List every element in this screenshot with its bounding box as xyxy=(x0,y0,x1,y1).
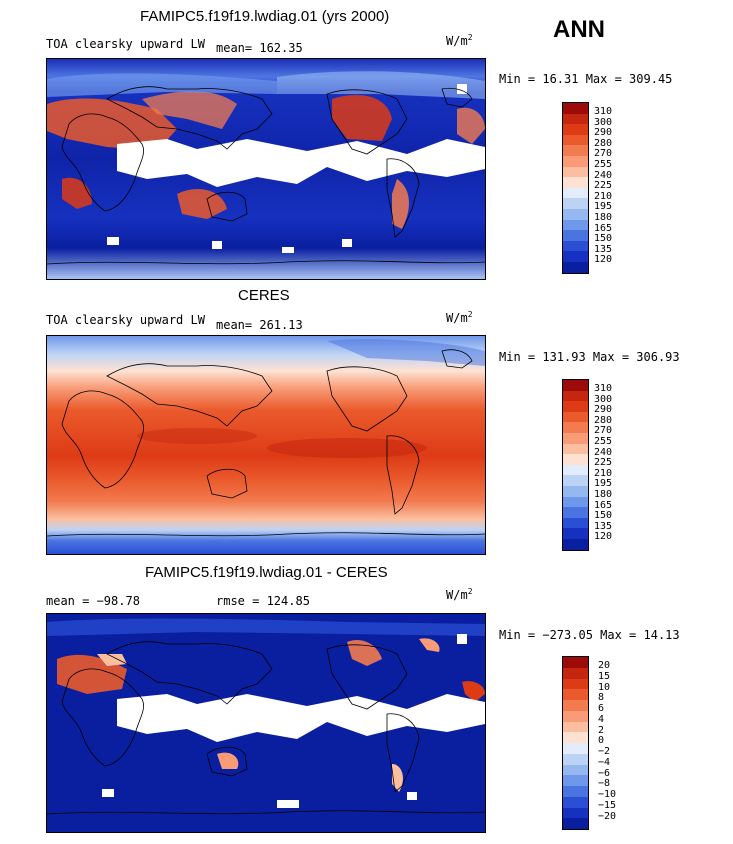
tick-label: 120 xyxy=(594,254,613,266)
panel2-mean: mean= 261.13 xyxy=(216,318,303,332)
tick-label: 120 xyxy=(594,531,613,543)
panel1-map xyxy=(46,58,486,280)
panel3-minmax: Min = −273.05 Max = 14.13 xyxy=(499,628,680,642)
tick-label: 4 xyxy=(598,713,605,725)
panel2-colorbar xyxy=(562,379,589,551)
season-label: ANN xyxy=(553,16,605,43)
tick-label: 255 xyxy=(594,158,613,170)
tick-label: 2 xyxy=(598,724,605,736)
tick-label: 135 xyxy=(594,243,613,255)
panel1-mean: mean= 162.35 xyxy=(216,41,303,55)
tick-label: 135 xyxy=(594,520,613,532)
tick-label: 225 xyxy=(594,457,613,469)
panel1-units: W/m2 xyxy=(446,33,473,48)
tick-label: −10 xyxy=(598,789,617,800)
tick-label: −15 xyxy=(598,799,617,811)
tick-label: 240 xyxy=(594,446,613,458)
tick-label: 8 xyxy=(598,692,605,704)
panel1-colorbar-labels: 310 300 290 280 270 255 240 225 210 195 … xyxy=(594,107,612,266)
panel2-variable: TOA clearsky upward LW xyxy=(46,313,205,327)
panel1-title: FAMIPC5.f19f19.lwdiag.01 (yrs 2000) xyxy=(140,8,390,25)
tick-label: 310 xyxy=(594,383,613,394)
panel3-colorbar-labels: 20 15 10 8 6 4 2 0 −2 −4 −6 −8 −10 −15 −… xyxy=(598,661,616,822)
tick-label: 255 xyxy=(594,435,613,447)
tick-label: 225 xyxy=(594,180,613,192)
tick-label: 180 xyxy=(594,488,613,500)
panel3-colorbar xyxy=(562,656,589,830)
tick-label: 10 xyxy=(598,681,611,693)
tick-label: 165 xyxy=(594,499,613,511)
tick-label: 15 xyxy=(598,670,611,682)
panel2-minmax: Min = 131.93 Max = 306.93 xyxy=(499,350,680,364)
panel2-title: CERES xyxy=(238,287,290,304)
tick-label: 0 xyxy=(598,735,605,747)
tick-label: 280 xyxy=(594,137,613,149)
tick-label: 180 xyxy=(594,211,613,223)
tick-label: 240 xyxy=(594,169,613,181)
panel2-map xyxy=(46,335,486,555)
tick-label: 300 xyxy=(594,393,613,405)
tick-label: −20 xyxy=(598,810,617,822)
panel2-units: W/m2 xyxy=(446,310,473,325)
tick-label: 20 xyxy=(598,660,611,671)
tick-label: 195 xyxy=(594,478,613,490)
panel3-title: FAMIPC5.f19f19.lwdiag.01 - CERES xyxy=(145,564,388,581)
tick-label: −8 xyxy=(598,778,611,790)
tick-label: −2 xyxy=(598,746,611,757)
tick-label: 195 xyxy=(594,201,613,213)
panel2-colorbar-labels: 310 300 290 280 270 255 240 225 210 195 … xyxy=(594,384,612,543)
tick-label: 290 xyxy=(594,127,613,139)
tick-label: 150 xyxy=(594,233,613,245)
tick-label: 270 xyxy=(594,148,613,160)
tick-label: 150 xyxy=(594,510,613,522)
tick-label: 6 xyxy=(598,703,605,714)
tick-label: 270 xyxy=(594,425,613,437)
tick-label: 210 xyxy=(594,190,613,202)
panel3-map xyxy=(46,613,486,833)
tick-label: 290 xyxy=(594,404,613,416)
tick-label: −4 xyxy=(598,756,611,768)
panel3-rmse: rmse = 124.85 xyxy=(216,594,310,608)
tick-label: 310 xyxy=(594,106,613,117)
tick-label: −6 xyxy=(598,767,611,779)
tick-label: 210 xyxy=(594,467,613,479)
panel3-mean: mean = −98.78 xyxy=(46,594,140,608)
tick-label: 280 xyxy=(594,414,613,426)
tick-label: 300 xyxy=(594,116,613,128)
panel1-minmax: Min = 16.31 Max = 309.45 xyxy=(499,72,673,86)
panel3-units: W/m2 xyxy=(446,587,473,602)
panel1-variable: TOA clearsky upward LW xyxy=(46,37,205,51)
tick-label: 165 xyxy=(594,222,613,234)
panel1-colorbar xyxy=(562,102,589,274)
